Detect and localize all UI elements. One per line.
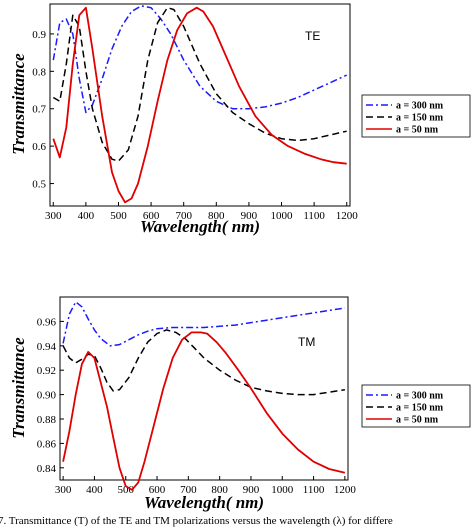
polarization-label: TE — [305, 29, 320, 43]
y-tick-label: 0.7 — [32, 104, 46, 116]
x-tick-label: 600 — [149, 484, 166, 496]
x-axis-title: Wavelength( nm) — [140, 217, 260, 236]
figure-caption: 7. Transmittance (T) of the TE and TM po… — [0, 515, 393, 527]
x-tick-label: 300 — [55, 484, 72, 496]
legend-box — [361, 94, 471, 138]
te-chart-panel: 300 400 500 600 700 800 900 1000 1100 1200 0.5 0.6 0… — [9, 3, 471, 236]
plot-frame — [59, 296, 349, 481]
plot-frame — [49, 3, 351, 207]
legend-box — [361, 384, 471, 428]
y-tick-label: 0.84 — [37, 463, 57, 475]
x-tick-label: 900 — [243, 484, 260, 496]
y-tick-label: 0.5 — [32, 179, 46, 191]
x-tick-label: 700 — [180, 484, 197, 496]
x-tick-label: 900 — [241, 210, 258, 222]
x-tick-label: 500 — [110, 210, 127, 222]
x-tick-label: 700 — [175, 210, 192, 222]
x-tick-label: 1200 — [336, 210, 359, 222]
x-tick-label: 1100 — [303, 484, 325, 496]
series-line — [52, 6, 347, 162]
x-tick-label: 500 — [117, 484, 134, 496]
x-tick-label: 400 — [86, 484, 103, 496]
legend: a = 300 nma = 150 nma = 50 nm — [361, 94, 471, 138]
x-tick-label: 300 — [45, 210, 62, 222]
x-tick-label: 600 — [143, 210, 160, 222]
x-tick-label: 800 — [208, 210, 225, 222]
legend-entry: a = 300 nm — [396, 391, 444, 402]
legend: a = 300 nma = 150 nma = 50 nm — [361, 384, 471, 428]
legend-entry: a = 50 nm — [396, 415, 439, 426]
x-tick-label: 1000 — [271, 484, 294, 496]
x-tick-label: 400 — [78, 210, 95, 222]
x-tick-label: 1200 — [334, 484, 357, 496]
series-line — [62, 331, 346, 491]
y-tick-label: 0.6 — [32, 141, 46, 153]
y-axis-title: Transmittance — [9, 337, 28, 439]
series-line — [52, 5, 348, 114]
series-line — [52, 6, 347, 204]
series-line — [62, 301, 346, 347]
polarization-label: TM — [298, 335, 315, 349]
y-tick-label: 0.90 — [37, 390, 57, 402]
y-tick-label: 0.96 — [37, 316, 57, 328]
y-tick-label: 0.88 — [37, 414, 57, 426]
x-axis-title: Wavelength( nm) — [144, 493, 264, 512]
y-tick-label: 0.94 — [37, 341, 57, 353]
y-axis-title: Transmittance — [9, 53, 28, 155]
legend-entry: a = 150 nm — [396, 113, 444, 124]
x-tick-label: 800 — [211, 484, 228, 496]
y-tick-label: 0.86 — [37, 438, 57, 450]
y-tick-label: 0.9 — [32, 29, 46, 41]
legend-entry: a = 150 nm — [396, 403, 444, 414]
y-tick-label: 0.8 — [32, 66, 46, 78]
legend-entry: a = 300 nm — [396, 101, 444, 112]
tm-chart-panel: 300 400 500 600 700 800 900 1000 1100 1200 0.84 0.8… — [9, 296, 471, 512]
x-tick-label: 1000 — [271, 210, 294, 222]
y-tick-label: 0.92 — [37, 365, 56, 377]
x-tick-label: 1100 — [303, 210, 325, 222]
legend-entry: a = 50 nm — [396, 125, 439, 136]
